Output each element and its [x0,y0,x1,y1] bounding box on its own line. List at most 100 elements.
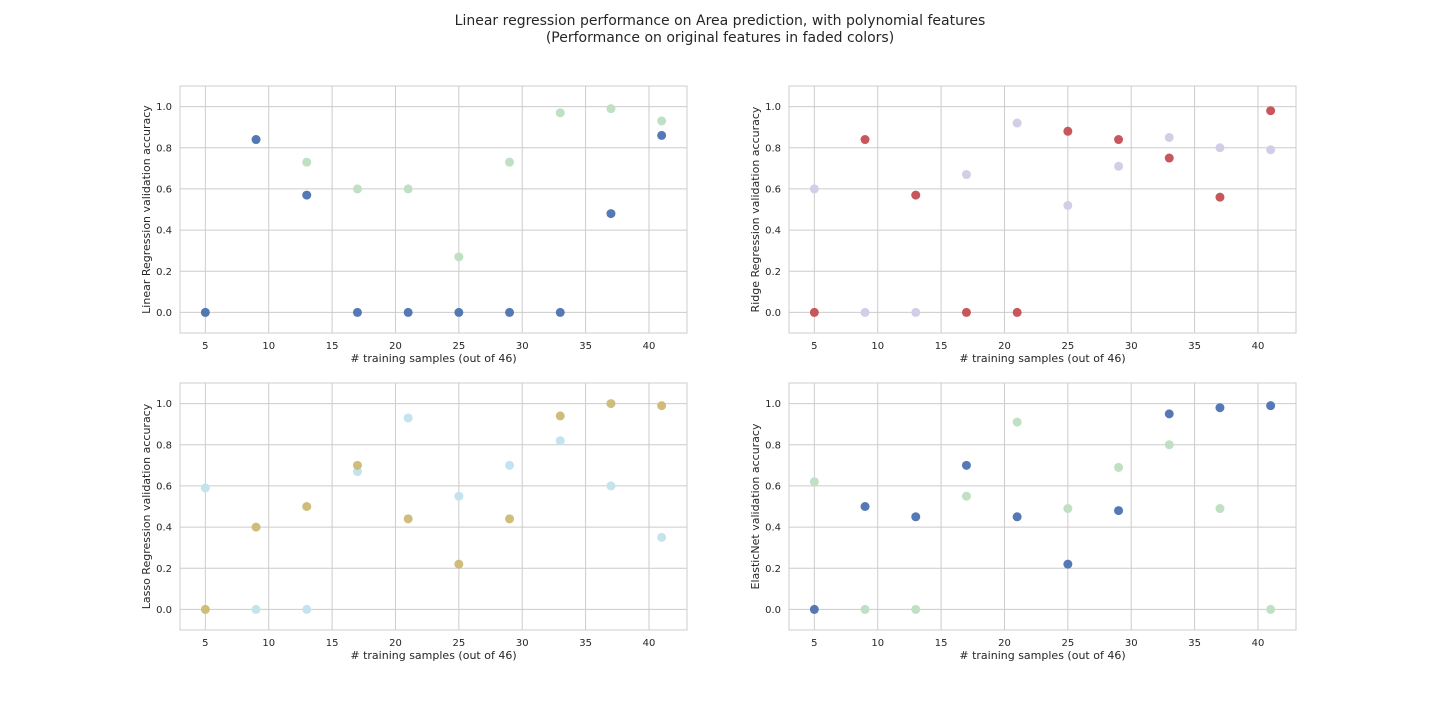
faded-point [1266,604,1276,614]
data-point [1164,409,1174,419]
series-polynomial-features [200,399,667,614]
y-tick-label: 0.0 [156,308,172,319]
x-tick-label: 15 [326,638,339,649]
x-tick-label: 25 [452,341,465,352]
y-tick-label: 0.2 [765,564,781,575]
y-axis-label: Ridge Regression validation accuracy [749,106,762,312]
x-axis-label: # training samples (out of 46) [350,352,516,365]
faded-point [302,604,312,614]
plot-frame [788,85,1297,334]
data-point [1114,135,1124,145]
data-point [809,604,819,614]
x-tick-label: 35 [579,638,592,649]
y-tick-label: 0.6 [156,481,172,492]
subplot-4: 5 10 15 20 25 30 35 40 0.0 0.2 0.4 0.6 0.8 1.0 # train… [749,382,1297,662]
faded-point [860,307,870,317]
faded-point [1114,462,1124,472]
faded-point [1012,417,1022,427]
data-point [251,522,261,532]
y-tick-label: 1.0 [156,102,172,113]
x-tick-label: 15 [326,341,339,352]
faded-point [1063,200,1073,210]
faded-point [302,157,312,167]
x-tick-label: 25 [452,638,465,649]
faded-point [657,532,667,542]
data-point [251,135,261,145]
series-original-features [809,118,1276,317]
figure-title-line-1: Linear regression performance on Area pr… [455,13,986,29]
x-tick-label: 35 [1188,341,1201,352]
data-point [860,502,870,511]
faded-point [555,108,565,118]
x-tick-label: 10 [871,341,884,352]
x-tick-label: 5 [811,341,817,352]
data-point [505,514,515,524]
x-tick-label: 20 [998,341,1011,352]
faded-point [1164,440,1174,450]
x-tick-label: 25 [1061,341,1074,352]
series-polynomial-features [809,106,1276,317]
data-point [352,460,362,470]
x-axis-label: # training samples (out of 46) [959,352,1125,365]
x-tick-label: 10 [871,638,884,649]
faded-point [809,184,819,194]
data-point [1164,153,1174,163]
faded-point [1114,161,1124,171]
data-point [1012,307,1022,317]
x-tick-label: 5 [202,638,208,649]
x-tick-label: 35 [579,341,592,352]
x-tick-label: 30 [516,341,529,352]
x-tick-label: 30 [1125,638,1138,649]
data-point [911,512,921,522]
subplot-2: 5 10 15 20 25 30 35 40 0.0 0.2 0.4 0.6 0.8 1.0 # train… [749,85,1297,365]
faded-point [911,604,921,614]
data-point [606,209,616,219]
data-point [454,307,464,317]
y-tick-label: 0.4 [156,523,172,534]
data-point [555,307,565,317]
x-tick-label: 5 [811,638,817,649]
data-point [961,307,971,317]
x-tick-label: 40 [1252,341,1265,352]
plot-frame [179,382,688,631]
data-point [555,411,565,421]
data-point [403,514,413,524]
data-point [1063,126,1073,136]
x-tick-label: 40 [643,638,656,649]
faded-point [1215,143,1225,153]
subplots-grid: 5 10 15 20 25 30 35 40 0.0 0.2 0.4 0.6 0.8 1.0 # train… [140,85,1297,662]
faded-point [961,491,971,501]
x-tick-label: 10 [262,341,275,352]
y-tick-label: 0.0 [765,605,781,616]
faded-point [1012,118,1022,128]
y-tick-label: 0.2 [156,564,172,575]
data-point [1063,559,1073,569]
subplot-1: 5 10 15 20 25 30 35 40 0.0 0.2 0.4 0.6 0.8 1.0 # train… [140,85,688,365]
data-point [961,460,971,470]
y-tick-label: 0.0 [765,308,781,319]
faded-point [657,116,667,126]
y-tick-label: 0.2 [765,267,781,278]
y-tick-label: 0.6 [156,184,172,195]
data-point [454,559,464,569]
y-tick-label: 0.8 [156,143,172,154]
x-axis-label: # training samples (out of 46) [959,649,1125,662]
faded-point [606,481,616,491]
faded-point [1164,132,1174,142]
data-point [1114,506,1124,516]
x-tick-label: 30 [516,638,529,649]
x-tick-label: 20 [389,638,402,649]
x-tick-label: 5 [202,341,208,352]
data-point [1215,403,1225,413]
plot-frame [179,85,688,334]
faded-point [961,170,971,180]
y-tick-label: 0.8 [765,143,781,154]
y-tick-label: 0.6 [765,481,781,492]
y-tick-label: 0.6 [765,184,781,195]
y-tick-label: 1.0 [765,102,781,113]
faded-point [505,460,515,470]
y-tick-label: 1.0 [765,399,781,410]
faded-point [606,104,616,114]
faded-point [251,604,261,614]
data-point [606,399,616,409]
